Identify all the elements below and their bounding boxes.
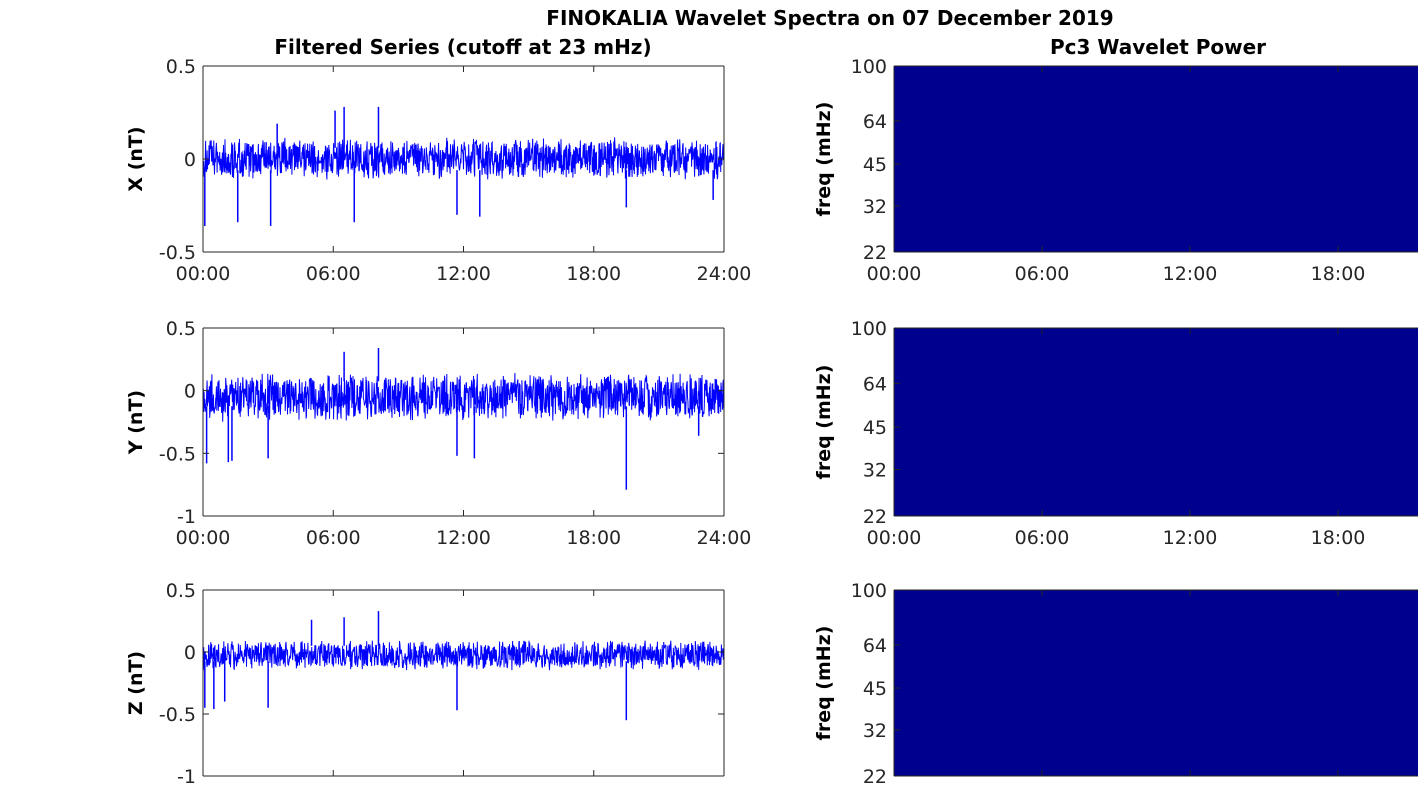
y-tick-label: 0 <box>184 642 196 664</box>
power-map <box>894 66 1418 252</box>
y-axis-label: Z (nT) <box>125 651 147 715</box>
y-tick-label: 32 <box>863 196 887 218</box>
y-tick-label: 22 <box>863 506 887 528</box>
y-tick-label: 32 <box>863 459 887 481</box>
x-tick-label: 18:00 <box>1311 527 1366 549</box>
x-tick-label: 12:00 <box>1163 527 1218 549</box>
trace-line <box>202 640 725 671</box>
y-tick-label: 0.5 <box>166 56 196 78</box>
panel-x: 00:00 06:00 12:00 18:00 24:00 -0.5 0 0.5 X (nT) <box>125 56 751 285</box>
x-tick-label: 00:00 <box>176 527 231 549</box>
x-tick-label: 24:00 <box>697 527 752 549</box>
figure-title: FINOKALIA Wavelet Spectra on 07 December… <box>546 6 1113 30</box>
x-tick-label: 12:00 <box>436 263 491 285</box>
power-map <box>894 590 1418 776</box>
panel-y: 00:00 06:00 12:00 18:00 24:00 -1 -0.5 0 0.5 Y (nT… <box>125 318 751 549</box>
y-tick-label: 45 <box>863 678 887 700</box>
y-tick-label: 22 <box>863 242 887 264</box>
y-axis-label: X (nT) <box>125 126 147 191</box>
x-tick-label: 00:00 <box>867 527 922 549</box>
x-tick-label: 00:00 <box>867 263 922 285</box>
y-tick-label: 100 <box>851 56 887 78</box>
y-tick-label: 64 <box>863 111 887 133</box>
y-tick-label: 0 <box>184 149 196 171</box>
x-tick-label: 00:00 <box>176 263 231 285</box>
y-tick-label: 22 <box>863 766 887 788</box>
y-tick-label: 100 <box>851 318 887 340</box>
trace-line <box>202 372 725 422</box>
panel-z: -1 -0.5 0 0.5 Z (nT) <box>125 580 725 788</box>
y-axis-label: freq (mHz) <box>813 365 835 480</box>
panel-y-power: 00:00 06:00 12:00 18:00 22 32 45 64 100 freq (mHz… <box>813 318 1418 549</box>
y-axis-label: freq (mHz) <box>813 626 835 741</box>
panel-z-power: 22 32 45 64 100 freq (mHz) <box>813 580 1418 788</box>
y-tick-label: 64 <box>863 373 887 395</box>
y-tick-label: -0.5 <box>159 704 196 726</box>
right-column-title: Pc3 Wavelet Power <box>1050 35 1266 59</box>
trace-line <box>202 137 725 180</box>
y-axis-label: Y (nT) <box>125 390 147 455</box>
y-tick-label: 0.5 <box>166 580 196 602</box>
x-tick-label: 18:00 <box>1311 263 1366 285</box>
y-tick-label: -0.5 <box>159 443 196 465</box>
y-tick-label: 100 <box>851 580 887 602</box>
y-axis-label: freq (mHz) <box>813 102 835 217</box>
y-tick-label: 45 <box>863 417 887 439</box>
x-tick-label: 06:00 <box>306 263 361 285</box>
power-map <box>894 328 1418 516</box>
y-tick-label: 0 <box>184 381 196 403</box>
x-tick-label: 18:00 <box>566 263 621 285</box>
y-tick-label: 0.5 <box>166 318 196 340</box>
x-tick-label: 06:00 <box>1015 527 1070 549</box>
x-tick-label: 12:00 <box>436 527 491 549</box>
x-tick-label: 24:00 <box>697 263 752 285</box>
x-tick-label: 18:00 <box>566 527 621 549</box>
x-tick-label: 06:00 <box>306 527 361 549</box>
y-tick-label: 64 <box>863 635 887 657</box>
y-tick-label: 32 <box>863 720 887 742</box>
left-column-title: Filtered Series (cutoff at 23 mHz) <box>274 35 651 59</box>
y-tick-label: -1 <box>177 766 196 788</box>
x-tick-label: 06:00 <box>1015 263 1070 285</box>
y-tick-label: -0.5 <box>159 242 196 264</box>
panel-x-power: 00:00 06:00 12:00 18:00 22 32 45 64 100 freq (mHz… <box>813 56 1418 285</box>
x-tick-label: 12:00 <box>1163 263 1218 285</box>
panels: 00:00 06:00 12:00 18:00 24:00-0.500.5X (nT)0… <box>125 56 1418 788</box>
y-tick-label: -1 <box>177 506 196 528</box>
y-tick-label: 45 <box>863 154 887 176</box>
